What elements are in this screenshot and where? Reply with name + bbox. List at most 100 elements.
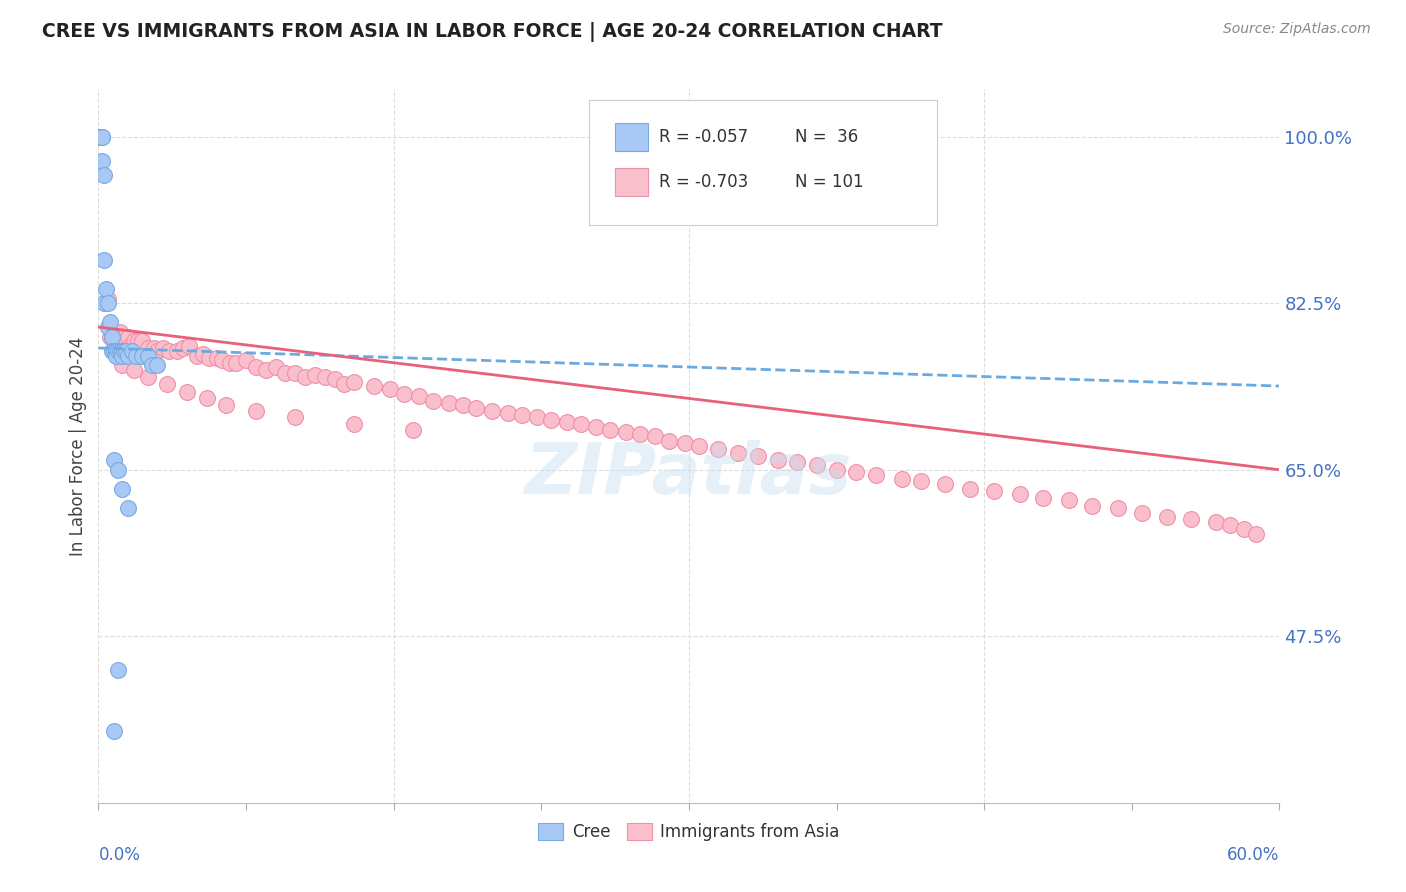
Point: [274, 366, 297, 380]
Text: CREE VS IMMIGRANTS FROM ASIA IN LABOR FORCE | AGE 20-24 CORRELATION CHART: CREE VS IMMIGRANTS FROM ASIA IN LABOR FO…: [42, 22, 943, 42]
Point: [97, 292, 120, 306]
Point: [437, 396, 460, 410]
Point: [526, 410, 548, 425]
Point: [245, 359, 267, 374]
Point: [658, 434, 681, 449]
Point: [107, 343, 129, 358]
Point: [141, 358, 163, 372]
Point: [146, 358, 169, 372]
Point: [1205, 515, 1227, 529]
Point: [766, 453, 789, 467]
Point: [254, 363, 277, 377]
Point: [152, 341, 174, 355]
Legend: Cree, Immigrants from Asia: Cree, Immigrants from Asia: [531, 816, 846, 848]
Bar: [614, 169, 648, 195]
Point: [555, 415, 578, 429]
Point: [112, 343, 135, 358]
Point: [1032, 491, 1054, 506]
Point: [1244, 527, 1267, 541]
Point: [103, 724, 125, 739]
Point: [284, 410, 307, 425]
Point: [1156, 510, 1178, 524]
Point: [747, 449, 769, 463]
Point: [825, 463, 848, 477]
Point: [111, 482, 134, 496]
Point: [146, 343, 169, 358]
Point: [101, 329, 124, 343]
Point: [177, 339, 200, 353]
Point: [156, 377, 179, 392]
Point: [107, 463, 129, 477]
Point: [117, 500, 139, 515]
Point: [786, 455, 808, 469]
Point: [1057, 493, 1080, 508]
Point: [191, 347, 214, 361]
Text: N =  36: N = 36: [796, 128, 859, 146]
Point: [1130, 506, 1153, 520]
Point: [1008, 486, 1031, 500]
Point: [219, 356, 242, 370]
Point: [122, 363, 145, 377]
Point: [845, 465, 868, 479]
Text: ZIPatlas: ZIPatlas: [526, 440, 852, 509]
Point: [91, 153, 114, 168]
Point: [103, 453, 125, 467]
Point: [378, 382, 401, 396]
Point: [97, 320, 120, 334]
Point: [569, 417, 592, 431]
Point: [105, 349, 128, 363]
Point: [1180, 512, 1202, 526]
Point: [131, 334, 153, 349]
Point: [363, 379, 385, 393]
Point: [211, 353, 233, 368]
Point: [108, 343, 131, 358]
Point: [614, 425, 637, 439]
Text: R = -0.057: R = -0.057: [659, 128, 748, 146]
Point: [644, 429, 666, 443]
Point: [91, 129, 114, 144]
Point: [688, 439, 710, 453]
Point: [107, 663, 129, 677]
Point: [343, 417, 366, 431]
Point: [101, 329, 124, 343]
Point: [89, 129, 111, 144]
Point: [131, 349, 153, 363]
Point: [121, 343, 143, 358]
Point: [91, 129, 114, 144]
Point: [136, 341, 159, 355]
Point: [136, 369, 159, 384]
Point: [127, 334, 149, 349]
Point: [98, 315, 121, 329]
Point: [1081, 499, 1104, 513]
Point: [93, 296, 115, 310]
Point: [264, 359, 287, 374]
Point: [136, 349, 159, 363]
Point: [392, 386, 415, 401]
Point: [166, 343, 188, 358]
Point: [103, 343, 125, 358]
FancyBboxPatch shape: [589, 100, 936, 225]
Point: [122, 334, 145, 349]
Point: [107, 334, 129, 349]
Point: [157, 343, 180, 358]
Point: [727, 445, 749, 459]
Point: [108, 325, 131, 339]
Point: [111, 343, 134, 358]
Point: [865, 467, 887, 482]
Point: [959, 482, 981, 496]
Point: [422, 394, 444, 409]
Point: [172, 341, 194, 355]
Text: 60.0%: 60.0%: [1227, 846, 1279, 863]
Point: [197, 351, 219, 365]
Point: [343, 376, 366, 390]
Point: [983, 483, 1005, 498]
Point: [111, 358, 134, 372]
Point: [1219, 518, 1241, 533]
Point: [225, 356, 247, 370]
Point: [111, 349, 134, 363]
Point: [115, 343, 138, 358]
Point: [105, 343, 128, 358]
Text: 0.0%: 0.0%: [98, 846, 141, 863]
Point: [890, 472, 912, 486]
Point: [910, 474, 932, 488]
